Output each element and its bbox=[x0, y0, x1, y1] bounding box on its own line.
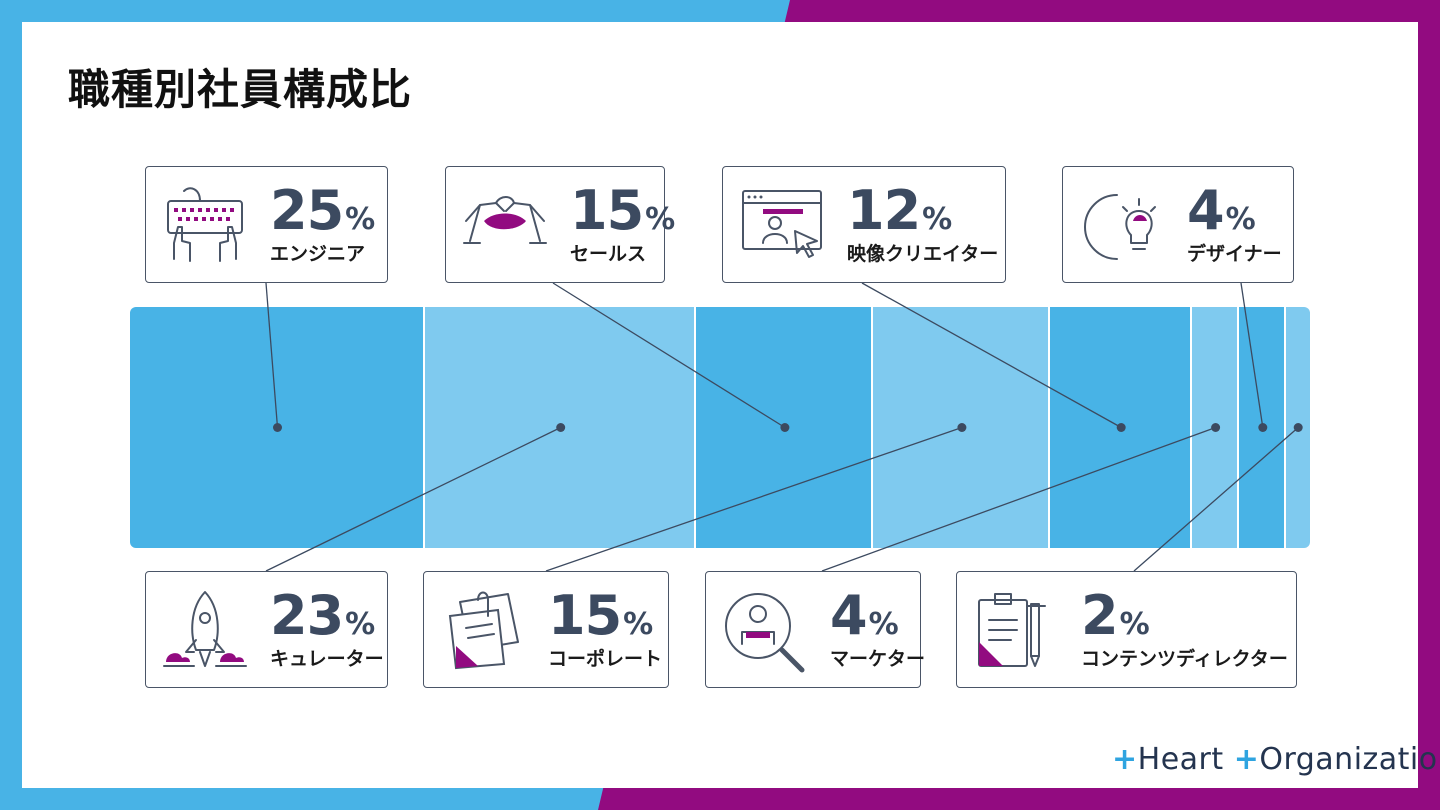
category-card: 4% デザイナー bbox=[1062, 166, 1294, 283]
segment-marker bbox=[780, 423, 790, 432]
value-number: 4 bbox=[830, 584, 868, 647]
keyboard-hands-icon bbox=[167, 187, 243, 262]
value-unit: % bbox=[868, 607, 899, 642]
leader-line bbox=[821, 426, 1216, 572]
value-label: 15% bbox=[548, 584, 653, 655]
value-label: 4% bbox=[830, 584, 899, 655]
category-label: コーポレート bbox=[548, 648, 663, 670]
category-label: マーケター bbox=[830, 648, 926, 670]
value-unit: % bbox=[345, 202, 375, 237]
leader-line bbox=[265, 426, 561, 572]
segment-marker bbox=[1116, 423, 1126, 432]
leader-line bbox=[552, 282, 786, 429]
rocket-icon bbox=[163, 591, 247, 667]
brand-logo: +Heart +Organization bbox=[1112, 742, 1440, 777]
page-title: 職種別社員構成比 bbox=[68, 65, 413, 114]
category-label: コンテンツディレクター bbox=[1081, 648, 1288, 670]
value-label: 15% bbox=[570, 179, 675, 250]
handshake-icon bbox=[463, 196, 547, 244]
value-label: 12% bbox=[847, 179, 952, 250]
value-unit: % bbox=[645, 202, 675, 237]
video-creator-icon bbox=[742, 190, 822, 258]
category-label: デザイナー bbox=[1187, 243, 1282, 265]
value-number: 12 bbox=[847, 179, 921, 242]
value-label: 2% bbox=[1081, 584, 1150, 655]
value-unit: % bbox=[1119, 607, 1150, 642]
sticky-notes-icon bbox=[448, 591, 519, 670]
plus-icon: + bbox=[1233, 742, 1260, 777]
segment-marker bbox=[556, 423, 566, 432]
segment-marker bbox=[1211, 423, 1221, 432]
value-unit: % bbox=[345, 607, 375, 642]
value-number: 4 bbox=[1187, 179, 1225, 242]
value-unit: % bbox=[922, 202, 952, 237]
value-label: 25% bbox=[270, 179, 375, 250]
segment-marker bbox=[1258, 423, 1268, 432]
value-unit: % bbox=[1225, 202, 1256, 237]
value-number: 2 bbox=[1081, 584, 1119, 647]
category-label: エンジニア bbox=[270, 243, 366, 265]
category-card: 23% キュレーター bbox=[145, 571, 388, 688]
value-unit: % bbox=[623, 607, 653, 642]
segment-marker bbox=[957, 423, 967, 432]
leader-line bbox=[545, 426, 963, 572]
lightbulb-icon bbox=[1084, 194, 1156, 260]
value-number: 23 bbox=[270, 584, 344, 647]
category-card: 25% エンジニア bbox=[145, 166, 388, 283]
category-label: セールス bbox=[570, 243, 647, 265]
segment-marker bbox=[1293, 423, 1303, 432]
magnifier-person-icon bbox=[725, 593, 805, 673]
category-card: 15% コーポレート bbox=[423, 571, 669, 688]
value-label: 4% bbox=[1187, 179, 1256, 250]
category-label: キュレーター bbox=[270, 648, 384, 670]
leader-line bbox=[1133, 427, 1299, 572]
leader-line bbox=[861, 282, 1122, 429]
leader-line bbox=[265, 282, 279, 428]
value-number: 15 bbox=[548, 584, 622, 647]
value-number: 25 bbox=[270, 179, 344, 242]
bar-segment bbox=[1191, 307, 1240, 548]
segment-marker bbox=[273, 423, 282, 432]
category-label: 映像クリエイター bbox=[847, 243, 999, 265]
plus-icon: + bbox=[1112, 742, 1138, 777]
category-card: 15% セールス bbox=[445, 166, 675, 283]
category-card: 2% コンテンツディレクター bbox=[956, 571, 1297, 688]
leader-line bbox=[1240, 282, 1264, 428]
value-number: 15 bbox=[570, 179, 644, 242]
category-card: 4% マーケター bbox=[705, 571, 925, 688]
category-card: 12% 映像クリエイター bbox=[722, 166, 1006, 283]
value-label: 23% bbox=[270, 584, 375, 655]
clipboard-pen-icon bbox=[978, 593, 1046, 667]
